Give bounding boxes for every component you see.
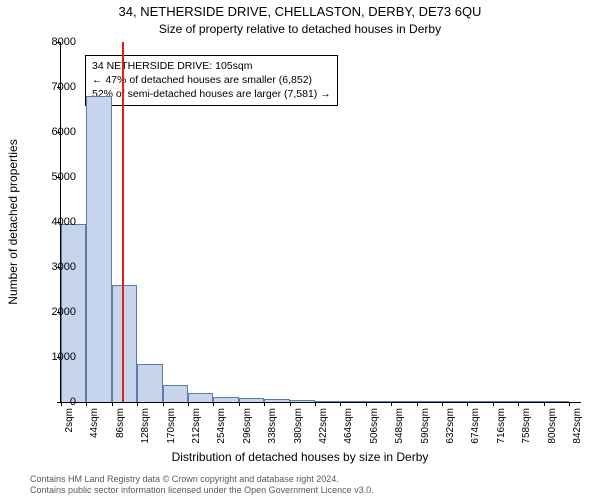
- ytick-label: 2000: [52, 306, 76, 318]
- ytick-label: 3000: [52, 261, 76, 273]
- xtick-mark: [467, 402, 468, 406]
- property-marker-line: [122, 42, 124, 402]
- xtick-mark: [391, 402, 392, 406]
- xtick-mark: [112, 402, 113, 406]
- footer-line-2: Contains public sector information licen…: [30, 485, 374, 496]
- histogram-bar: [544, 401, 569, 402]
- xtick-label: 128sqm: [140, 408, 151, 444]
- histogram-bar: [315, 401, 340, 402]
- info-line-2: ← 47% of detached houses are smaller (6,…: [92, 73, 331, 87]
- info-line-3: 52% of semi-detached houses are larger (…: [92, 87, 331, 101]
- histogram-bar: [112, 285, 137, 402]
- histogram-bar: [213, 397, 238, 402]
- xtick-mark: [61, 402, 62, 406]
- histogram-bar: [163, 385, 188, 402]
- xtick-label: 380sqm: [293, 408, 304, 444]
- xtick-mark: [163, 402, 164, 406]
- xtick-label: 758sqm: [521, 408, 532, 444]
- histogram-bar: [417, 401, 442, 402]
- xtick-mark: [340, 402, 341, 406]
- histogram-bar: [86, 96, 111, 402]
- histogram-bar: [493, 401, 518, 402]
- histogram-bar: [188, 393, 213, 402]
- ytick-label: 4000: [52, 216, 76, 228]
- histogram-bar: [366, 401, 391, 402]
- xtick-label: 296sqm: [242, 408, 253, 444]
- xtick-label: 464sqm: [343, 408, 354, 444]
- histogram-bar: [290, 400, 315, 402]
- histogram-bar: [137, 364, 162, 402]
- xtick-mark: [315, 402, 316, 406]
- histogram-bar: [442, 401, 467, 402]
- xtick-label: 2sqm: [64, 408, 75, 432]
- xtick-mark: [188, 402, 189, 406]
- ytick-label: 1000: [52, 351, 76, 363]
- chart-title-sub: Size of property relative to detached ho…: [0, 22, 600, 36]
- chart-title-main: 34, NETHERSIDE DRIVE, CHELLASTON, DERBY,…: [0, 4, 600, 19]
- histogram-bar: [467, 401, 492, 402]
- histogram-bar: [264, 399, 289, 402]
- histogram-bar: [518, 401, 543, 402]
- histogram-bar: [391, 401, 416, 402]
- footer-attribution: Contains HM Land Registry data © Crown c…: [30, 474, 374, 497]
- xtick-mark: [137, 402, 138, 406]
- histogram-bar: [239, 398, 264, 402]
- y-axis-label: Number of detached properties: [6, 139, 20, 304]
- ytick-label: 7000: [52, 81, 76, 93]
- xtick-label: 212sqm: [191, 408, 202, 444]
- xtick-mark: [569, 402, 570, 406]
- xtick-mark: [493, 402, 494, 406]
- xtick-label: 716sqm: [496, 408, 507, 444]
- info-line-1: 34 NETHERSIDE DRIVE: 105sqm: [92, 59, 331, 73]
- xtick-mark: [417, 402, 418, 406]
- xtick-mark: [290, 402, 291, 406]
- ytick-label: 8000: [52, 36, 76, 48]
- ytick-label: 5000: [52, 171, 76, 183]
- x-axis-label: Distribution of detached houses by size …: [0, 450, 600, 464]
- xtick-label: 254sqm: [216, 408, 227, 444]
- xtick-label: 86sqm: [115, 408, 126, 438]
- xtick-mark: [442, 402, 443, 406]
- xtick-label: 590sqm: [420, 408, 431, 444]
- xtick-label: 548sqm: [394, 408, 405, 444]
- xtick-mark: [366, 402, 367, 406]
- xtick-label: 422sqm: [318, 408, 329, 444]
- xtick-label: 44sqm: [89, 408, 100, 438]
- ytick-label: 0: [70, 396, 76, 408]
- xtick-label: 632sqm: [445, 408, 456, 444]
- xtick-mark: [239, 402, 240, 406]
- plot-area: 34 NETHERSIDE DRIVE: 105sqm ← 47% of det…: [60, 42, 581, 403]
- histogram-bar: [340, 401, 365, 402]
- xtick-label: 506sqm: [369, 408, 380, 444]
- xtick-mark: [264, 402, 265, 406]
- footer-line-1: Contains HM Land Registry data © Crown c…: [30, 474, 374, 485]
- xtick-mark: [518, 402, 519, 406]
- xtick-label: 842sqm: [572, 408, 583, 444]
- xtick-label: 800sqm: [547, 408, 558, 444]
- xtick-label: 338sqm: [267, 408, 278, 444]
- xtick-label: 170sqm: [166, 408, 177, 444]
- xtick-label: 674sqm: [470, 408, 481, 444]
- xtick-mark: [213, 402, 214, 406]
- xtick-mark: [86, 402, 87, 406]
- xtick-mark: [544, 402, 545, 406]
- ytick-label: 6000: [52, 126, 76, 138]
